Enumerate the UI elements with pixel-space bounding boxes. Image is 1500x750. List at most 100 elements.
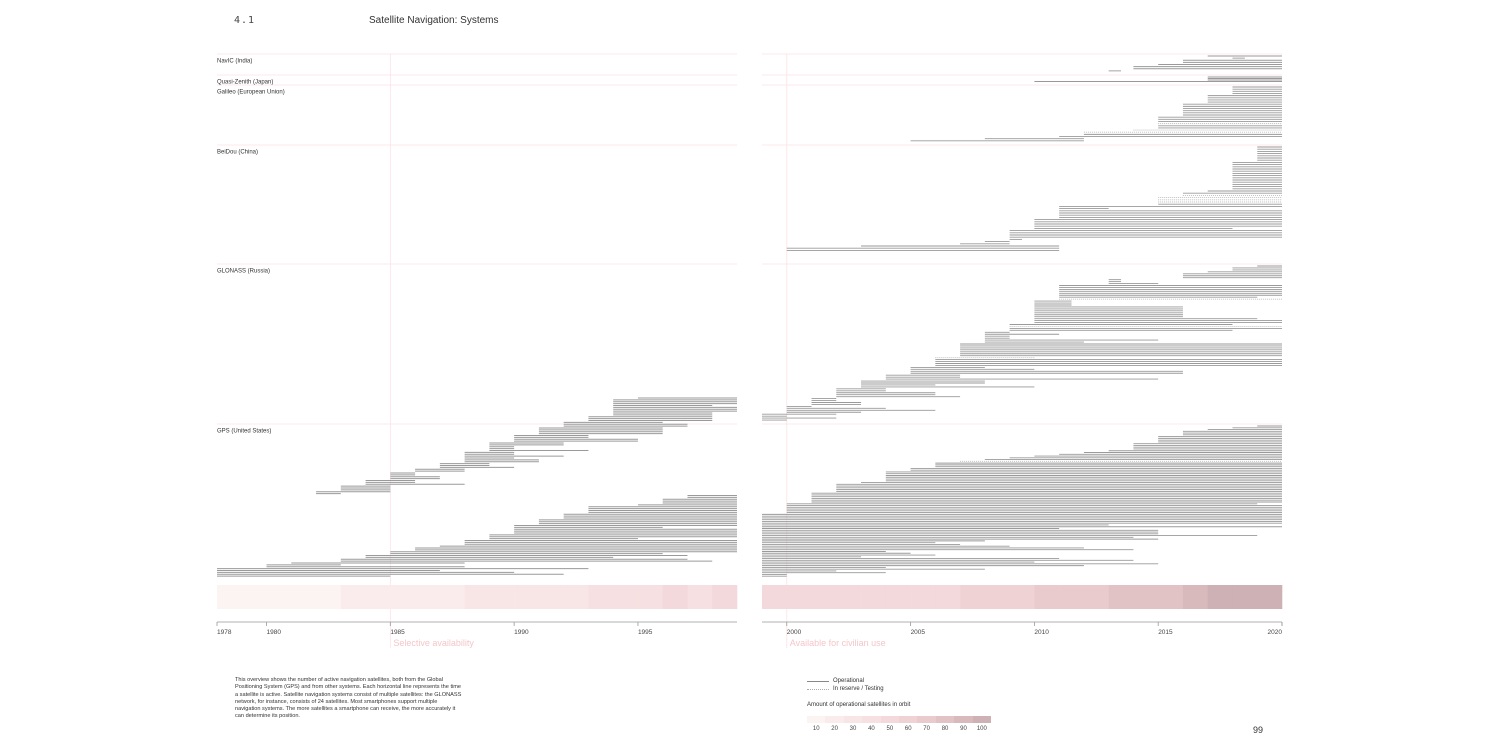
scale-label: 30 [849,726,857,732]
scale-swatch [917,716,936,723]
heat-cell [415,585,441,609]
heat-cell [1108,585,1134,609]
legend-operational-label: Operational [833,678,865,684]
heat-cell [266,585,292,609]
x-tick-label: 1978 [217,629,232,636]
heat-cell [1083,585,1109,609]
heat-cell [217,585,243,609]
scale-title: Amount of operational satellites in orbi… [807,702,911,708]
solid-line-swatch [807,680,829,682]
system-label: BeiDou (China) [217,150,258,156]
x-tick-label: 2020 [1268,629,1283,636]
scale-label: 100 [976,726,987,732]
scale-label: 80 [941,726,949,732]
x-tick-label: 2010 [1034,629,1049,636]
heat-cell [340,585,366,609]
heat-cell [514,585,540,609]
legend-reserve: In reserve / Testing [807,685,884,693]
scale-label: 90 [960,726,967,732]
system-label: GPS (United States) [217,429,271,435]
x-tick-label: 1980 [267,629,282,636]
x-tick-label: 1995 [638,629,653,636]
system-label: Quasi-Zenith (Japan) [217,80,273,86]
x-tick-label: 1990 [514,629,529,636]
system-label: Galileo (European Union) [217,90,285,96]
heat-cell [538,585,564,609]
event-label: Available for civilian use [790,638,886,648]
x-tick-label: 2000 [787,629,802,636]
line-legend: Operational In reserve / Testing [807,677,884,693]
scale-swatch [862,716,881,723]
heat-cell [885,585,911,609]
heat-cell [935,585,961,609]
satellite-timeline-chart: Selective availability Available for civi… [216,53,1283,648]
count-heatstrip [217,585,1283,609]
scale-label: 70 [923,726,930,732]
heat-cell [1257,585,1283,609]
scale-swatch [880,716,900,723]
heat-cell [291,585,317,609]
heat-cell [1059,585,1085,609]
page-title: Satellite Navigation: Systems [369,15,499,26]
heat-cell [687,585,713,609]
heat-cell [613,585,639,609]
heat-cell [861,585,887,609]
heat-cell [1158,585,1184,609]
heat-cell [712,585,738,609]
heat-cell [241,585,267,609]
time-axes: Selective availability Available for civi… [216,621,1283,648]
heat-cell [1207,585,1233,609]
scale-swatch [899,716,918,723]
scale-label: 20 [831,726,838,732]
scale-label: 60 [904,726,912,732]
heat-cell [786,585,812,609]
scale-label: 10 [812,726,820,732]
color-scale [807,716,992,723]
heat-cell [563,585,589,609]
heat-cell [637,585,664,609]
heat-cell [489,585,515,609]
heat-cell [1133,585,1159,609]
heat-cell [910,585,936,609]
page-number: 99 [1253,725,1264,735]
system-label: NavIC (India) [217,59,252,65]
legend-reserve-label: In reserve / Testing [833,686,884,692]
heat-cell [1232,585,1258,609]
system-labels: NavIC (India) Quasi-Zenith (Japan) Galileo… [217,59,285,435]
system-label: GLONASS (Russia) [217,269,270,275]
heat-cell [960,585,986,609]
x-tick-label: 2005 [911,629,926,636]
scale-swatch [825,716,844,723]
heat-cell [390,585,416,609]
x-tick-label: 1985 [390,629,405,636]
heat-cell [1009,585,1035,609]
caption-text: This overview shows the number of active… [235,677,462,720]
heat-cell [316,585,342,609]
satellite-bars [217,55,1282,577]
heat-cell [984,585,1010,609]
scale-swatch [935,716,955,723]
scale-swatch [972,716,992,723]
gridlines [217,53,1282,648]
x-tick-label: 2015 [1158,629,1173,636]
heat-cell [662,585,688,609]
heat-cell [439,585,465,609]
section-number: 4.1 [234,15,256,26]
event-label: Selective availability [393,638,474,648]
scale-swatch [954,716,973,723]
scale-swatch [807,716,826,723]
dotted-line-swatch [807,688,829,690]
scale-swatch [843,716,863,723]
heat-cell [762,585,788,609]
color-scale-labels: 10 20 30 40 50 60 70 80 90 100 [807,726,991,732]
scale-label: 40 [868,726,875,732]
heat-cell [811,585,837,609]
heat-cell [588,585,614,609]
legend-operational: Operational [807,677,884,685]
scale-label: 50 [886,726,894,732]
heat-cell [464,585,490,609]
heat-cell [1034,585,1060,609]
heat-cell [836,585,862,609]
heat-cell [365,585,391,609]
heat-cell [1182,585,1209,609]
